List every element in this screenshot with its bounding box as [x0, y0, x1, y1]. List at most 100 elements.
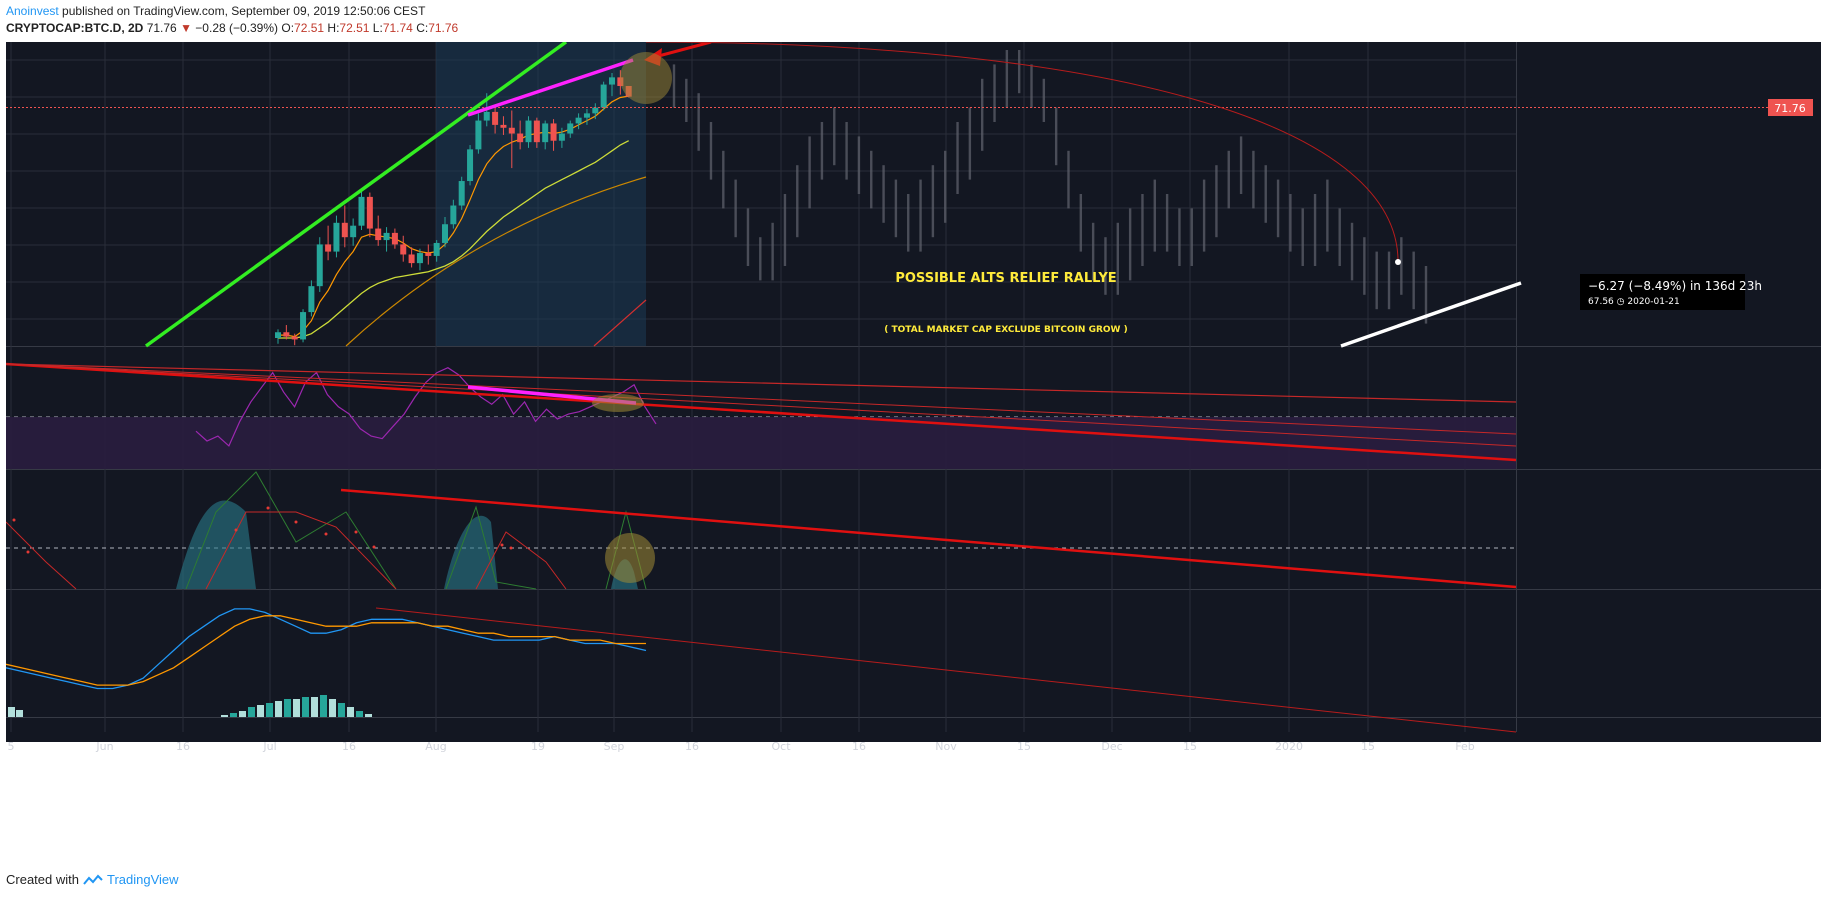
candle-body	[291, 336, 298, 340]
projection-bar	[1104, 237, 1107, 295]
osc-dot	[372, 545, 376, 549]
projection-bar	[1153, 179, 1156, 252]
osc-dot	[12, 518, 16, 522]
projection-bar	[1387, 251, 1391, 310]
candle-body	[467, 149, 474, 182]
candle-body	[300, 312, 307, 340]
candle-body	[275, 332, 281, 338]
candle-body	[542, 123, 549, 143]
projection-bar	[1412, 251, 1415, 310]
highlight-circle-osc	[605, 533, 655, 583]
candle-body	[350, 225, 357, 238]
x-tick-label: 15	[1183, 740, 1197, 753]
macd-histogram-bar	[8, 707, 15, 717]
osc-dot	[294, 520, 298, 524]
x-tick-label: 16	[852, 740, 866, 753]
measure-date: 2020-01-21	[1627, 297, 1679, 307]
rsi-trend-line-1	[6, 362, 1517, 462]
projection-bar	[1202, 179, 1206, 252]
candle-body	[525, 120, 532, 143]
osc-dot	[234, 528, 238, 532]
projection-bar	[968, 107, 972, 180]
x-tick-label: 16	[176, 740, 190, 753]
projection-bar	[944, 150, 947, 223]
x-tick-label: Feb	[1455, 740, 1474, 753]
candle-body	[316, 244, 323, 287]
osc-dot	[26, 550, 30, 554]
low-value: 71.74	[382, 21, 413, 35]
projection-bar	[1363, 237, 1366, 295]
author-link[interactable]: Anoinvest	[6, 4, 59, 18]
macd-histogram-bar	[266, 703, 273, 717]
candle-body	[366, 196, 373, 229]
osc-dot	[324, 532, 328, 536]
projection-bar	[1067, 150, 1070, 209]
osc-line-2	[445, 505, 537, 590]
osc-area-2	[444, 515, 498, 589]
macd-histogram-bar	[275, 701, 282, 717]
projection-bar	[1424, 266, 1428, 324]
price-change: −0.28 (−0.39%)	[195, 21, 279, 35]
candle-body	[391, 232, 398, 245]
candle-body	[308, 286, 315, 313]
macd-histogram-bar	[16, 710, 23, 717]
macd-histogram-bar	[221, 715, 228, 717]
close-value: 71.76	[428, 21, 459, 35]
osc-area-1	[176, 500, 256, 589]
projection-bar	[1042, 78, 1046, 122]
projection-bar	[722, 150, 725, 209]
projection-bar	[808, 136, 811, 209]
projection-bar	[1289, 194, 1292, 252]
projection-bar	[1350, 222, 1354, 281]
projection-arc	[645, 42, 1399, 261]
candle-body	[383, 232, 390, 241]
rsi-trend-line-2	[6, 363, 1517, 403]
projection-bar	[1091, 222, 1095, 281]
candle-body	[475, 120, 482, 150]
projection-bar	[1252, 150, 1255, 209]
chart-background	[6, 42, 1821, 742]
uptrend-line	[144, 42, 568, 348]
close-label: C:	[416, 21, 429, 35]
projection-bar	[907, 194, 910, 252]
candle-body	[325, 244, 332, 252]
x-tick-label: Nov	[935, 740, 957, 753]
tradingview-link[interactable]: TradingView	[106, 872, 179, 887]
osc-line-1	[185, 471, 397, 590]
projection-bar	[1116, 222, 1120, 295]
candle-body	[408, 254, 415, 264]
osc-dot	[509, 546, 513, 550]
projection-bar	[1239, 136, 1243, 194]
candle-body	[375, 228, 382, 241]
candle-body	[425, 253, 432, 256]
candle-body	[533, 120, 540, 143]
projection-bar	[1054, 107, 1058, 166]
rsi-trend-line-4	[6, 363, 1517, 447]
measure-readout: −6.27 (−8.49%) in 136d 23h	[1588, 279, 1762, 293]
macd-histogram-bar	[347, 707, 354, 717]
projection-bar	[1313, 194, 1317, 266]
candle-body	[567, 123, 574, 134]
last-price-label: 71.76	[1774, 102, 1806, 115]
osc-dot	[266, 506, 270, 510]
projection-bar	[759, 237, 762, 281]
osc-signal-3	[475, 531, 567, 590]
x-tick-label: Oct	[771, 740, 791, 753]
candle-body	[458, 181, 465, 206]
rsi-band	[6, 417, 1516, 469]
macd-line	[6, 608, 647, 690]
macd-histogram-bar	[338, 703, 345, 717]
ma-200-line	[593, 299, 647, 347]
candle-body	[341, 222, 348, 238]
candle-body	[333, 222, 340, 252]
highlight-circle-price	[620, 52, 672, 104]
projection-bar	[1141, 194, 1144, 266]
chart-canvas[interactable]: 5 Jun 16 Jul 16 Aug 19 Sep 16 Oct 16 Nov 15 Dec 15 2020…	[6, 42, 1821, 863]
projection-bar	[1079, 194, 1083, 252]
projection-bar	[882, 165, 885, 223]
created-with-text: Created with	[6, 872, 79, 887]
osc-signal-1	[6, 521, 77, 590]
projection-bar	[820, 122, 824, 180]
ma-long-line	[345, 176, 647, 347]
projection-bar	[783, 194, 787, 266]
